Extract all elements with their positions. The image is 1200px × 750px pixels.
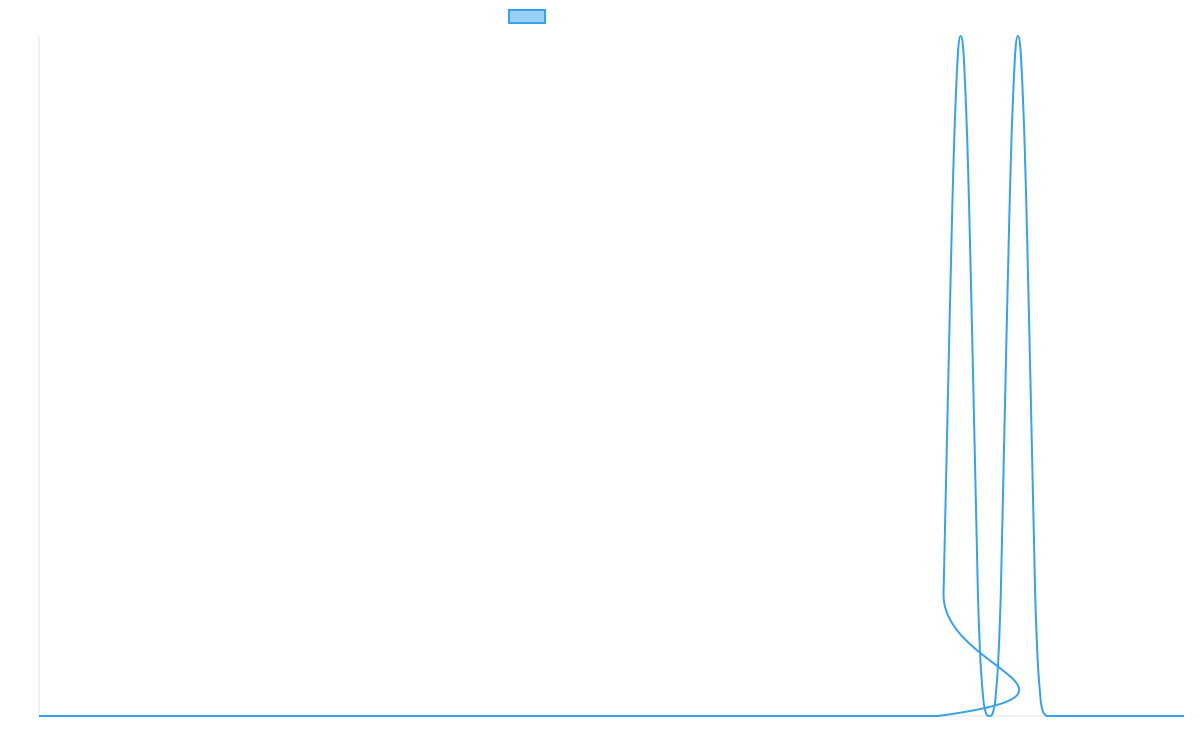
series-line-0[interactable] — [39, 34, 1184, 718]
legend-swatch[interactable] — [508, 9, 546, 24]
legend[interactable] — [508, 9, 552, 24]
